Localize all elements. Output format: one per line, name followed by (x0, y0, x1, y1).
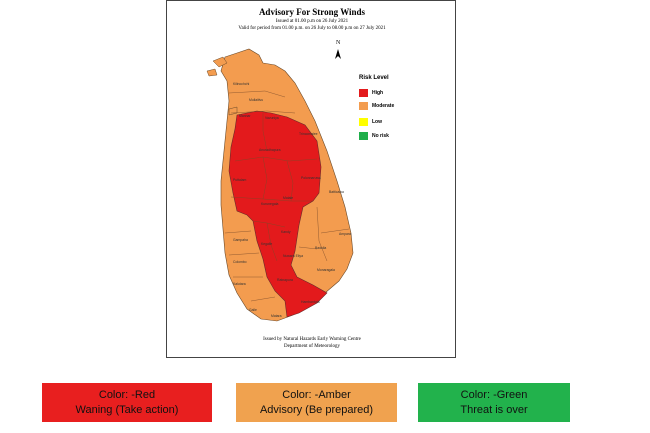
legend-swatch-high (359, 88, 368, 97)
amber-card-color-label: Color: -Amber (282, 388, 351, 401)
issued-text: Issued at 01.00 p.m on 26 July 2021 (275, 19, 349, 24)
jaffna-islands (206, 56, 228, 77)
legend-item-low: Low (359, 117, 382, 126)
red-card-meaning: Waning (Take action) (75, 403, 179, 416)
label-kegalle: Kegalle (261, 242, 272, 246)
legend-swatch-no-risk (359, 131, 368, 140)
label-mullaitivu: Mullaitivu (249, 98, 263, 102)
label-matale: Matale (283, 196, 293, 200)
label-nuwara-eliya: Nuwara Eliya (283, 254, 303, 258)
legend-swatch-moderate (359, 101, 368, 110)
label-vavuniya: Vavuniya (265, 116, 279, 120)
amber-card-meaning: Advisory (Be prepared) (259, 403, 374, 416)
label-jaffna: Kilinochchi (233, 82, 249, 86)
label-puttalam: Puttalam (233, 178, 247, 182)
legend-label-moderate: Moderate (372, 102, 395, 109)
legend-item-high: High (359, 88, 383, 97)
north-label: N (336, 40, 341, 46)
label-batticaloa: Batticaloa (329, 190, 344, 194)
red-warning-card: Color: -Red Waning (Take action) (42, 383, 212, 422)
red-card-color-label: Color: -Red (98, 388, 156, 401)
advisory-map: Kilinochchi Mullaitivu Mannar Vavuniya A… (166, 0, 456, 358)
label-monaragala: Monaragala (317, 268, 335, 272)
label-kurunegala: Kurunegala (261, 202, 278, 206)
legend-title: Risk Level (359, 75, 389, 81)
legend-label-low: Low (372, 118, 382, 125)
label-kalutara: Kalutara (233, 282, 246, 286)
green-card-color-label: Color: -Green (460, 388, 528, 401)
label-kandy: Kandy (281, 230, 291, 234)
green-clear-card: Color: -Green Threat is over (418, 383, 570, 422)
label-trincomalee: Trincomalee (299, 132, 318, 136)
map-title: Advisory For Strong Winds (258, 7, 366, 17)
amber-advisory-card: Color: -Amber Advisory (Be prepared) (236, 383, 397, 422)
district-boundaries (224, 90, 350, 302)
legend-label-high: High (372, 89, 384, 96)
label-mannar: Mannar (239, 114, 251, 118)
valid-period-text: Valid for period from 01.00 p.m. on 26 J… (238, 26, 386, 31)
footer-department: Department of Meteorology (283, 344, 341, 349)
label-galle: Galle (249, 308, 257, 312)
green-card-meaning: Threat is over (460, 403, 528, 416)
label-badulla: Badulla (315, 246, 326, 250)
label-colombo: Colombo (233, 260, 247, 264)
legend-item-no-risk: No risk (359, 131, 389, 140)
label-ampara: Ampara (339, 232, 351, 236)
label-hambantota: Hambantota (301, 300, 320, 304)
label-anuradhapura: Anuradhapura (259, 148, 281, 152)
footer-issuer: Issued by Natural Hazards Early Warning … (263, 337, 361, 342)
sri-lanka-map: Kilinochchi Mullaitivu Mannar Vavuniya A… (206, 48, 354, 322)
high-risk-region (228, 110, 328, 318)
legend-swatch-low (359, 117, 368, 126)
label-matara: Matara (271, 314, 282, 318)
north-arrow-icon (335, 49, 341, 59)
legend-label-no-risk: No risk (372, 132, 389, 139)
label-gampaha: Gampaha (233, 238, 248, 242)
district-labels: Kilinochchi Mullaitivu Mannar Vavuniya A… (233, 82, 351, 318)
legend-item-moderate: Moderate (359, 101, 394, 110)
label-polonnaruwa: Polonnaruwa (301, 176, 321, 180)
label-ratnapura: Ratnapura (277, 278, 293, 282)
